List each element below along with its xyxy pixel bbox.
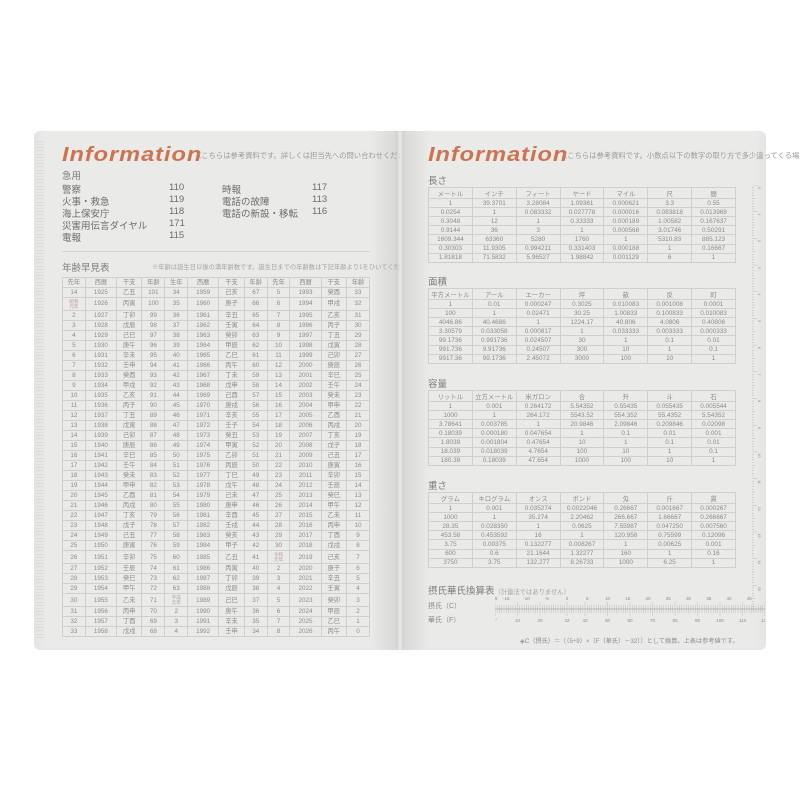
svg-text:20: 20 [645, 596, 651, 601]
svg-text:7: 7 [757, 373, 761, 375]
svg-text:120: 120 [761, 618, 765, 623]
svg-text:40: 40 [582, 618, 588, 623]
svg-text:5: 5 [757, 320, 761, 322]
svg-text:3: 3 [757, 267, 761, 269]
svg-text:90: 90 [695, 618, 701, 623]
svg-text:12: 12 [757, 507, 761, 511]
svg-text:9: 9 [757, 427, 761, 429]
svg-text:15: 15 [625, 596, 631, 601]
svg-text:35: 35 [706, 596, 712, 601]
svg-text:8: 8 [757, 400, 761, 402]
svg-text:80: 80 [672, 618, 678, 623]
svg-text:70: 70 [650, 618, 656, 623]
svg-text:110: 110 [739, 618, 747, 623]
svg-text:0: 0 [757, 187, 761, 189]
svg-text:1: 1 [757, 213, 761, 215]
svg-text:100: 100 [716, 618, 724, 623]
svg-text:4: 4 [757, 293, 761, 295]
svg-text:-15: -15 [503, 596, 510, 601]
svg-text:-5: -5 [545, 596, 550, 601]
svg-text:13: 13 [757, 534, 761, 538]
svg-text:45: 45 [747, 596, 753, 601]
svg-text:11: 11 [757, 480, 761, 484]
svg-text:-18: -18 [495, 596, 498, 601]
svg-text:40: 40 [726, 596, 732, 601]
svg-text:2: 2 [757, 240, 761, 242]
svg-text:20: 20 [537, 618, 543, 623]
svg-text:0: 0 [566, 596, 569, 601]
svg-text:60: 60 [627, 618, 633, 623]
svg-text:32: 32 [564, 618, 570, 623]
svg-text:5: 5 [586, 596, 589, 601]
svg-text:10: 10 [757, 453, 761, 457]
svg-text:0°: 0° [495, 618, 497, 623]
svg-text:6: 6 [757, 347, 761, 349]
svg-text:10: 10 [515, 618, 521, 623]
svg-text:30: 30 [686, 596, 692, 601]
svg-text:25: 25 [666, 596, 672, 601]
svg-text:10: 10 [605, 596, 611, 601]
svg-text:50: 50 [605, 618, 611, 623]
svg-text:14: 14 [757, 560, 761, 564]
svg-text:-10: -10 [523, 596, 530, 601]
